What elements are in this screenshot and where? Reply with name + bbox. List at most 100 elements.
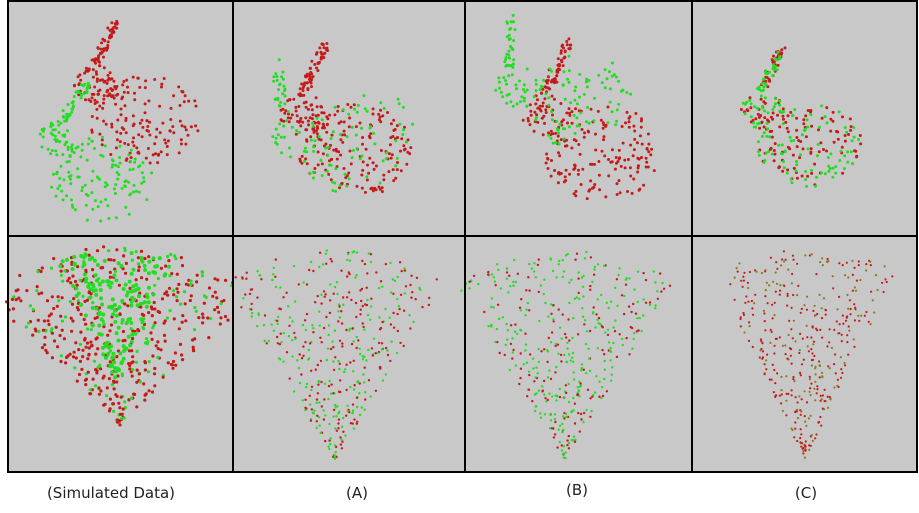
point bbox=[304, 116, 307, 119]
point bbox=[578, 73, 581, 76]
point bbox=[573, 167, 576, 170]
point bbox=[311, 113, 314, 116]
point bbox=[845, 320, 847, 322]
point bbox=[286, 351, 288, 353]
point bbox=[316, 69, 319, 72]
point bbox=[507, 74, 510, 77]
point bbox=[849, 117, 852, 120]
point bbox=[633, 288, 635, 290]
point bbox=[355, 274, 357, 276]
point bbox=[761, 358, 763, 360]
point bbox=[301, 121, 304, 124]
point bbox=[809, 254, 811, 256]
point bbox=[370, 261, 372, 263]
point bbox=[575, 116, 578, 119]
point bbox=[752, 122, 755, 125]
point bbox=[858, 260, 860, 262]
point bbox=[123, 302, 126, 305]
point bbox=[98, 105, 101, 108]
point bbox=[632, 303, 634, 305]
point bbox=[283, 136, 286, 139]
point bbox=[843, 154, 846, 157]
point bbox=[609, 101, 612, 104]
point bbox=[193, 99, 196, 102]
point bbox=[147, 271, 151, 275]
point bbox=[602, 127, 605, 130]
point bbox=[115, 94, 118, 97]
point bbox=[322, 409, 324, 411]
point bbox=[133, 161, 136, 164]
point bbox=[43, 343, 46, 346]
point bbox=[318, 135, 321, 138]
point bbox=[601, 81, 604, 84]
point bbox=[537, 264, 539, 266]
point bbox=[833, 141, 836, 144]
point bbox=[317, 62, 320, 65]
point bbox=[781, 389, 783, 391]
point bbox=[194, 124, 197, 127]
point bbox=[306, 383, 308, 385]
point bbox=[553, 436, 555, 438]
point bbox=[337, 320, 339, 322]
point bbox=[520, 368, 522, 370]
point bbox=[256, 325, 258, 327]
point bbox=[629, 144, 632, 147]
point bbox=[577, 333, 579, 335]
point bbox=[802, 450, 804, 452]
point bbox=[140, 256, 144, 260]
point bbox=[100, 52, 103, 55]
point bbox=[776, 283, 778, 285]
point bbox=[361, 187, 364, 190]
point bbox=[810, 125, 813, 128]
point bbox=[75, 356, 78, 359]
point bbox=[550, 341, 552, 343]
point bbox=[129, 168, 132, 171]
point bbox=[289, 316, 291, 318]
point bbox=[790, 139, 793, 142]
point bbox=[112, 402, 115, 405]
point bbox=[128, 367, 131, 370]
point bbox=[753, 302, 755, 304]
point bbox=[151, 314, 154, 317]
point bbox=[790, 328, 792, 330]
point bbox=[47, 148, 50, 151]
point bbox=[84, 248, 87, 251]
point bbox=[307, 87, 310, 90]
point bbox=[527, 117, 530, 120]
point bbox=[761, 82, 764, 85]
point bbox=[172, 131, 175, 134]
point bbox=[800, 312, 802, 314]
point bbox=[822, 394, 824, 396]
point bbox=[550, 313, 552, 315]
point bbox=[345, 364, 347, 366]
point bbox=[614, 320, 616, 322]
point bbox=[836, 385, 838, 387]
point bbox=[853, 346, 855, 348]
point bbox=[545, 162, 548, 165]
point bbox=[350, 422, 352, 424]
point bbox=[359, 382, 361, 384]
point bbox=[556, 69, 559, 72]
point bbox=[565, 384, 567, 386]
point bbox=[573, 378, 575, 380]
point bbox=[607, 158, 610, 161]
point bbox=[288, 120, 291, 123]
point bbox=[278, 104, 281, 107]
point bbox=[291, 126, 294, 129]
point bbox=[119, 413, 122, 416]
point bbox=[272, 75, 275, 78]
point bbox=[616, 193, 619, 196]
point bbox=[570, 279, 572, 281]
point bbox=[146, 125, 149, 128]
point bbox=[111, 88, 114, 91]
point bbox=[545, 92, 548, 95]
point bbox=[312, 150, 315, 153]
point bbox=[815, 273, 817, 275]
point bbox=[649, 304, 651, 306]
point bbox=[138, 372, 141, 375]
point bbox=[340, 310, 342, 312]
point bbox=[299, 119, 302, 122]
point bbox=[785, 400, 787, 402]
point bbox=[859, 134, 862, 137]
point bbox=[120, 113, 123, 116]
